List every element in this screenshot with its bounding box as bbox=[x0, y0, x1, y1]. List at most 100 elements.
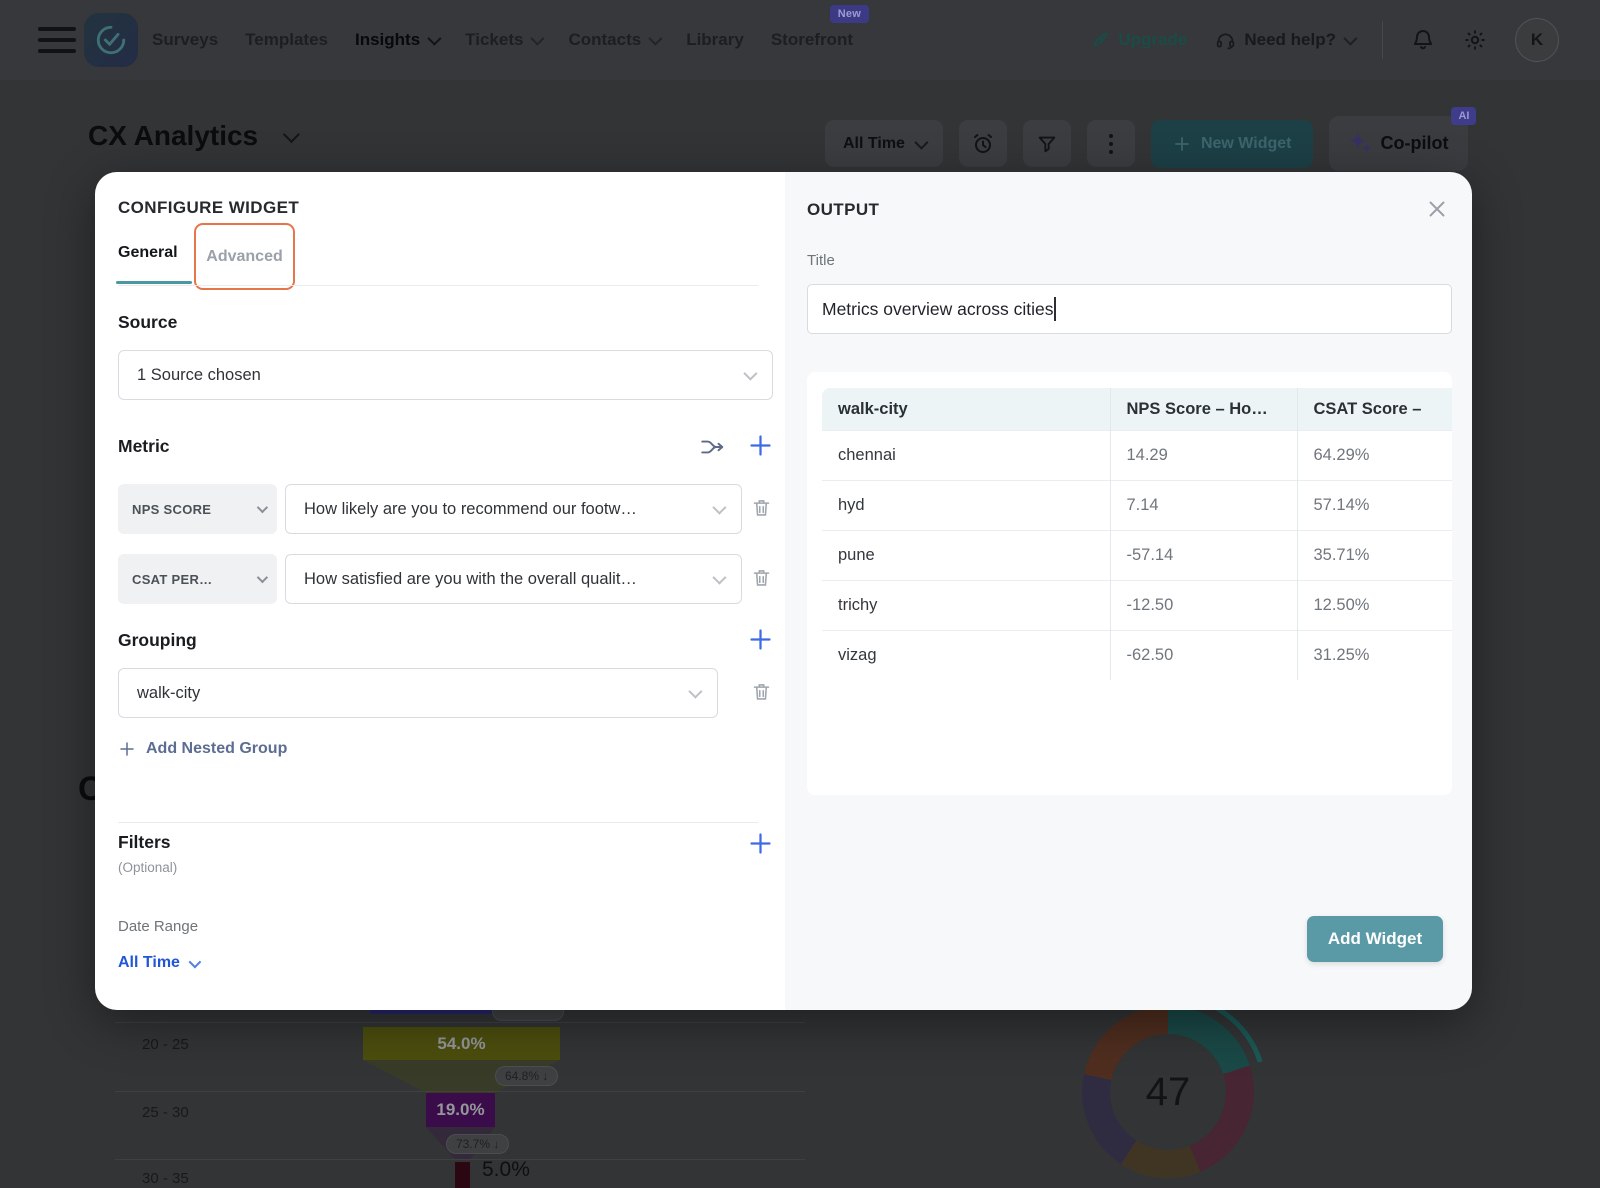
cell-city: trichy bbox=[822, 580, 1110, 631]
delete-metric-button-1[interactable] bbox=[751, 496, 772, 519]
chevron-down-icon bbox=[256, 501, 269, 514]
plus-icon bbox=[120, 742, 134, 756]
date-range-select[interactable]: All Time bbox=[118, 954, 202, 972]
delete-grouping-button[interactable] bbox=[751, 680, 772, 703]
add-grouping-button[interactable] bbox=[747, 626, 774, 653]
headset-icon bbox=[1217, 33, 1235, 49]
add-metric-button[interactable] bbox=[747, 432, 774, 459]
plus-icon bbox=[750, 629, 771, 650]
cell-city: chennai bbox=[822, 430, 1110, 481]
funnel-bar: 19.0% bbox=[426, 1093, 495, 1127]
chevron-down-icon bbox=[688, 684, 703, 699]
chevron-down-icon bbox=[256, 571, 269, 584]
funnel-grid-line bbox=[115, 1159, 805, 1160]
donut-highlight-arc bbox=[1171, 992, 1263, 1063]
merge-metrics-button[interactable] bbox=[697, 434, 727, 460]
upgrade-button[interactable]: Upgrade bbox=[1090, 30, 1187, 50]
need-help-button[interactable]: Need help? bbox=[1215, 30, 1358, 51]
cell-csat: 57.14% bbox=[1296, 480, 1452, 531]
source-label: Source bbox=[118, 312, 178, 332]
nav-item-library[interactable]: Library bbox=[686, 30, 744, 49]
metric-question-select-2[interactable]: How satisfied are you with the overall q… bbox=[285, 554, 742, 604]
close-modal-button[interactable] bbox=[1424, 196, 1450, 222]
more-options-button[interactable] bbox=[1086, 120, 1135, 167]
configure-panel: CONFIGURE WIDGET General Advanced Source… bbox=[95, 172, 785, 1010]
kebab-menu-icon bbox=[1108, 133, 1113, 154]
metric-type-select-1[interactable]: NPS SCORE bbox=[118, 484, 277, 534]
grouping-label: Grouping bbox=[118, 630, 197, 650]
nav-item-tickets[interactable]: Tickets bbox=[465, 30, 545, 50]
grouping-select[interactable]: walk-city bbox=[118, 668, 718, 718]
app-logo[interactable] bbox=[84, 13, 138, 67]
chevron-down-icon bbox=[712, 500, 727, 515]
funnel-drop-badge: 73.7% ↓ bbox=[446, 1134, 510, 1154]
copilot-button[interactable]: ✦✦ Co-pilot AI bbox=[1329, 107, 1477, 171]
user-avatar[interactable]: K bbox=[1515, 18, 1559, 62]
metric-type-select-2[interactable]: CSAT PER… bbox=[118, 554, 277, 604]
nav-item-storefront[interactable]: Storefront New bbox=[771, 5, 869, 50]
plus-icon bbox=[750, 833, 771, 854]
column-header-walk-city[interactable]: walk-city bbox=[822, 388, 1110, 431]
nav-right-controls: Upgrade Need help? K bbox=[1090, 0, 1559, 80]
funnel-row-label: 25 - 30 bbox=[142, 1104, 189, 1121]
cell-city: vizag bbox=[822, 630, 1110, 680]
funnel-bar bbox=[455, 1162, 470, 1188]
output-table: walk-city NPS Score – Ho… CSAT Score – c… bbox=[822, 388, 1452, 680]
funnel-row-label: 20 - 25 bbox=[142, 1036, 189, 1053]
advanced-tab-highlight: Advanced bbox=[194, 223, 295, 290]
new-widget-button[interactable]: New Widget bbox=[1150, 119, 1314, 168]
nav-item-insights[interactable]: Insights bbox=[355, 30, 442, 50]
close-icon bbox=[1429, 201, 1445, 217]
top-navbar: Surveys Templates Insights Tickets Conta… bbox=[0, 0, 1600, 80]
configure-widget-heading: CONFIGURE WIDGET bbox=[118, 198, 300, 217]
schedule-button[interactable] bbox=[958, 120, 1007, 167]
nav-item-templates[interactable]: Templates bbox=[245, 30, 328, 49]
cell-csat: 64.29% bbox=[1296, 430, 1452, 481]
filter-button[interactable] bbox=[1022, 120, 1071, 167]
sparkles-icon: ✦✦ bbox=[1349, 131, 1372, 155]
table-row: chennai 14.29 64.29% bbox=[822, 430, 1452, 481]
dashboard-controls: All Time New Widget ✦✦ Co-pilot AI bbox=[825, 107, 1477, 171]
rocket-icon bbox=[1093, 32, 1108, 47]
trash-icon bbox=[753, 684, 770, 700]
cell-nps: 7.14 bbox=[1109, 480, 1297, 531]
notifications-bell-icon[interactable] bbox=[1411, 28, 1435, 52]
plus-icon bbox=[750, 435, 771, 456]
metric-question-select-1[interactable]: How likely are you to recommend our foot… bbox=[285, 484, 742, 534]
nav-item-surveys[interactable]: Surveys bbox=[152, 30, 219, 49]
column-header-csat-score[interactable]: CSAT Score – bbox=[1296, 388, 1452, 431]
cell-csat: 35.71% bbox=[1296, 530, 1452, 581]
chevron-down-icon bbox=[712, 570, 727, 585]
trash-icon bbox=[753, 570, 770, 586]
trash-icon bbox=[753, 500, 770, 516]
delete-metric-button-2[interactable] bbox=[751, 566, 772, 589]
section-divider bbox=[118, 822, 758, 823]
nav-divider bbox=[1382, 21, 1383, 59]
output-preview-card: walk-city NPS Score – Ho… CSAT Score – c… bbox=[807, 372, 1452, 795]
configure-widget-modal: CONFIGURE WIDGET General Advanced Source… bbox=[95, 172, 1472, 1010]
funnel-grid-line bbox=[115, 1022, 805, 1023]
tab-general[interactable]: General bbox=[118, 244, 178, 261]
widget-title-input[interactable]: Metrics overview across cities bbox=[807, 284, 1452, 334]
settings-gear-icon[interactable] bbox=[1463, 28, 1487, 52]
chevron-down-icon bbox=[743, 366, 758, 381]
add-nested-group-button[interactable]: Add Nested Group bbox=[118, 740, 287, 758]
page-title[interactable]: CX Analytics bbox=[88, 120, 301, 152]
nav-item-contacts[interactable]: Contacts bbox=[568, 30, 663, 50]
source-select[interactable]: 1 Source chosen bbox=[118, 350, 773, 400]
cell-nps: -12.50 bbox=[1109, 580, 1297, 631]
add-filter-button[interactable] bbox=[747, 830, 774, 857]
column-header-nps-score[interactable]: NPS Score – Ho… bbox=[1109, 388, 1297, 431]
cell-nps: -57.14 bbox=[1109, 530, 1297, 581]
add-widget-button[interactable]: Add Widget bbox=[1307, 916, 1443, 962]
table-row: vizag -62.50 31.25% bbox=[822, 630, 1452, 680]
tab-advanced[interactable]: Advanced bbox=[206, 247, 283, 265]
time-filter-dropdown[interactable]: All Time bbox=[825, 120, 943, 167]
text-cursor bbox=[1054, 297, 1056, 321]
table-row: pune -57.14 35.71% bbox=[822, 530, 1452, 581]
chevron-down-icon bbox=[427, 31, 442, 46]
date-range-label: Date Range bbox=[118, 918, 199, 935]
table-row: trichy -12.50 12.50% bbox=[822, 580, 1452, 631]
alarm-clock-icon bbox=[973, 133, 992, 153]
hamburger-menu-icon[interactable] bbox=[38, 27, 76, 53]
